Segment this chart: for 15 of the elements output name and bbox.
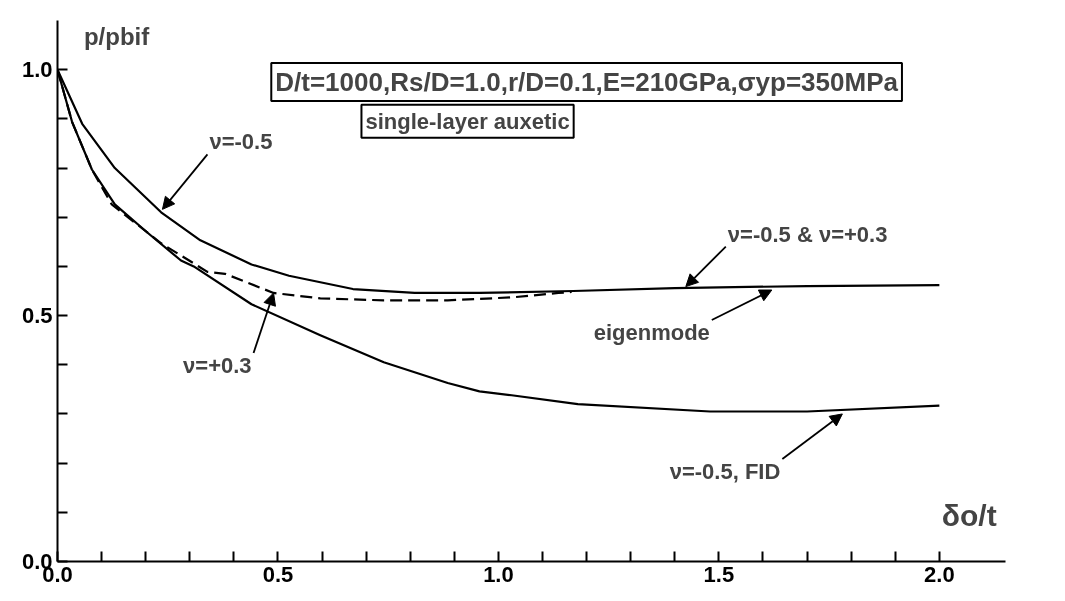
y-axis-title: p/pbif (83, 23, 151, 51)
annotation: ν=-0.5 (209, 129, 273, 155)
annotation: eigenmode (593, 320, 710, 346)
x-tick-label: 1.0 (483, 561, 514, 587)
x-tick-label: 2.0 (924, 561, 955, 587)
x-tick-label: 0.5 (262, 561, 294, 587)
annotation: single-layer auxetic (365, 108, 570, 134)
annotation: D/t=1000,Rs/D=1.0,r/D=0.1,E=210GPa,σyp=350MPa (275, 66, 899, 97)
y-tick-label: 1.0 (21, 57, 53, 83)
annotation: ν=+0.3 (183, 352, 252, 378)
y-tick-label: 0.5 (21, 303, 53, 329)
annotation: ν=-0.5 & ν=+0.3 (727, 221, 888, 247)
x-axis-title: δo/t (941, 498, 997, 532)
annotation: ν=-0.5, FID (669, 458, 781, 484)
x-tick-label: 1.5 (703, 561, 735, 587)
